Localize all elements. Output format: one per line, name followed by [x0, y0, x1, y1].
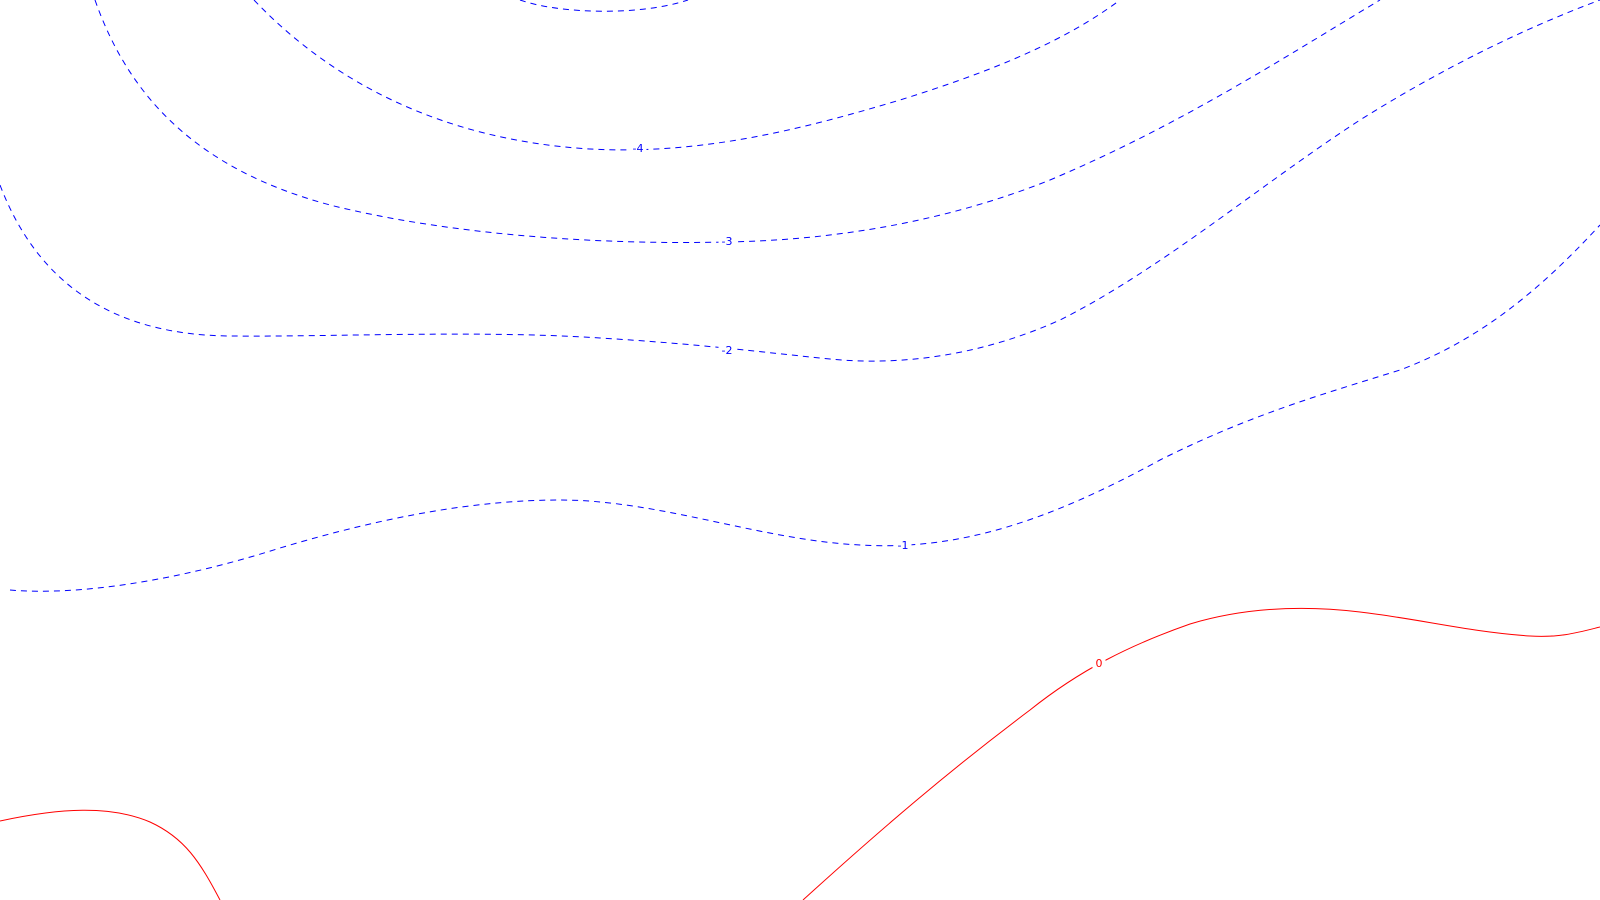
contour-line-minus-1: [9, 224, 1600, 592]
contour-label-backing: [1092, 656, 1106, 671]
contour-label-minus-4: -4: [633, 142, 644, 155]
contour-line-minus-3: [94, 0, 1381, 243]
contour-line-minus-4: [253, 0, 1121, 151]
contour-line-0: [802, 607, 1600, 900]
contour-label-backing: [718, 343, 736, 358]
contour-label-0: 0: [1096, 657, 1103, 670]
contour-label-minus-3: -3: [722, 235, 733, 248]
contour-line-minus-2: [0, 0, 1600, 362]
contour-label-minus-1: -1: [898, 539, 909, 552]
contour-line-0-left: [0, 809, 221, 900]
contour-label-minus-2: -2: [722, 344, 733, 357]
contour-label-backing: [894, 538, 912, 553]
contour-label-backing: [718, 234, 736, 249]
contour-line-minus-5: [519, 0, 689, 12]
contour-label-backing: [629, 141, 647, 156]
